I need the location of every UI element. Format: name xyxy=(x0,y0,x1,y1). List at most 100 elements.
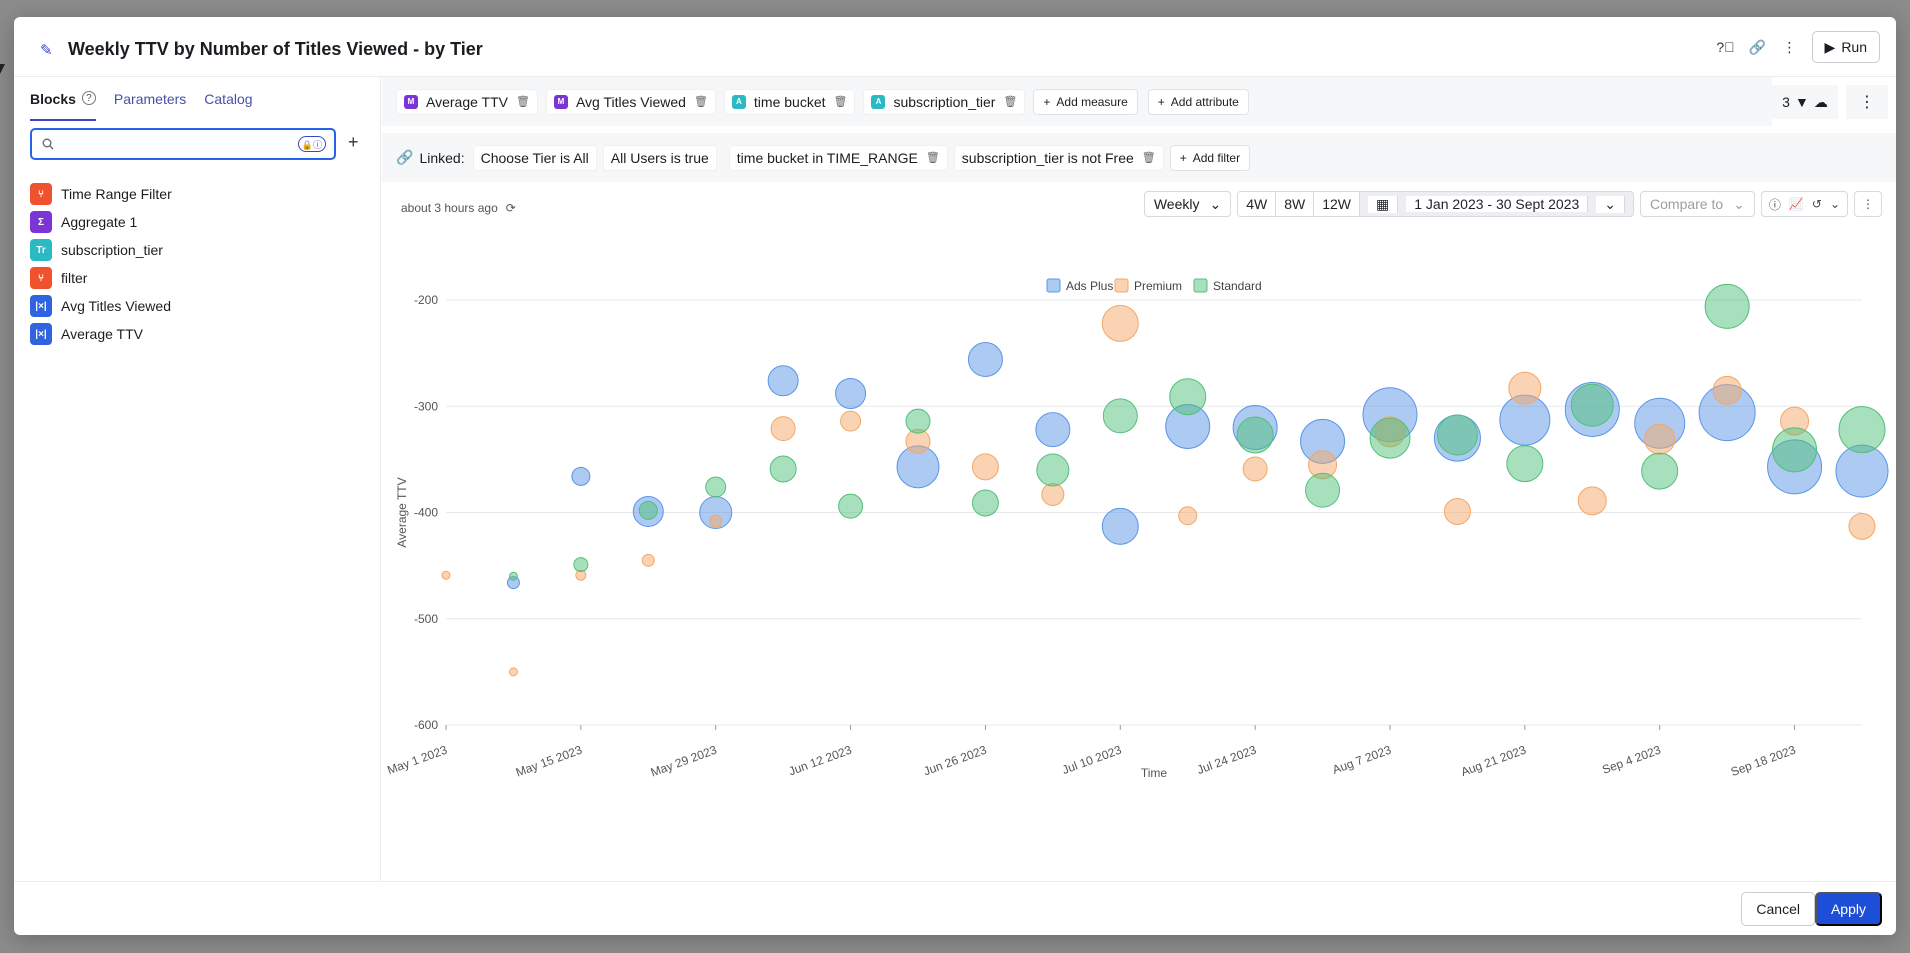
trash-icon[interactable]: 🗑 xyxy=(1003,96,1018,108)
metric-icon: |×| xyxy=(30,295,52,317)
last-updated: about 3 hours ago ⟳ xyxy=(401,201,516,215)
x-axis-label: Time xyxy=(1141,766,1168,780)
help-icon[interactable]: ?⃝ xyxy=(1716,39,1735,55)
linked-filters-label: 🔗 Linked: xyxy=(396,149,465,166)
bubble-point xyxy=(571,466,591,486)
filter-icon: ▼ xyxy=(1794,94,1809,110)
x-tick-label: Jun 26 2023 xyxy=(922,743,989,779)
left-panel: Blocks ? Parameters Catalog 🔒ⓘ + ⑂ Time R… xyxy=(14,77,381,881)
search-input[interactable] xyxy=(60,136,260,152)
more-vertical-icon[interactable]: ⋮ xyxy=(1782,38,1797,55)
y-tick-label: -300 xyxy=(414,399,438,413)
compare-select[interactable]: Compare to ⌄ xyxy=(1640,191,1755,217)
last-updated-text: about 3 hours ago xyxy=(401,201,498,215)
refresh-icon[interactable]: ⟳ xyxy=(505,201,516,215)
add-filter-button[interactable]: + Add filter xyxy=(1169,144,1251,171)
measure-pill-label: Average TTV xyxy=(426,93,508,110)
bubble-point xyxy=(441,570,451,580)
link-icon: 🔗 xyxy=(396,149,414,165)
plus-icon: + xyxy=(1043,94,1051,109)
block-item[interactable]: Σ Aggregate 1 xyxy=(30,208,172,236)
chart-type-icon[interactable]: 📈 xyxy=(1788,197,1804,211)
block-item[interactable]: |×| Avg Titles Viewed xyxy=(30,292,172,320)
measure-pill[interactable]: M Average TTV 🗑 xyxy=(396,88,538,115)
filter-pill-label: time bucket in TIME_RANGE xyxy=(736,149,918,166)
measure-pill[interactable]: M Avg Titles Viewed 🗑 xyxy=(545,88,716,115)
page-title: Weekly TTV by Number of Titles Viewed - … xyxy=(68,39,483,59)
cancel-button[interactable]: Cancel xyxy=(1741,892,1815,926)
more-vertical-icon[interactable]: ⋮ xyxy=(1846,85,1888,119)
chevron-down-icon[interactable]: ⌄ xyxy=(1829,197,1840,211)
x-tick-label: May 15 2023 xyxy=(514,743,584,780)
trash-icon[interactable]: 🗑 xyxy=(515,96,530,108)
range-12w[interactable]: 12W xyxy=(1314,192,1361,216)
help-icon[interactable]: ? xyxy=(81,91,96,105)
play-icon: ▶ xyxy=(1824,38,1836,55)
filter-pill[interactable]: subscription_tier is not Free 🗑 xyxy=(953,144,1164,171)
block-item[interactable]: |×| Average TTV xyxy=(30,320,172,348)
block-item[interactable]: ⑂ Time Range Filter xyxy=(30,180,172,208)
chart-toolbar: about 3 hours ago ⟳ Weekly ⌄ 4W 8W 12W ▦… xyxy=(382,191,1896,227)
bubble-point xyxy=(1641,452,1679,490)
lock-info-icon[interactable]: 🔒ⓘ xyxy=(298,136,326,152)
block-item-label: Average TTV xyxy=(61,326,143,342)
chevron-down-icon: ⌄ xyxy=(1209,195,1222,212)
more-vertical-icon[interactable]: ⋮ xyxy=(1854,191,1882,217)
filter-count-button[interactable]: 3 ▼ ☁ xyxy=(1772,85,1838,119)
add-filter-label: Add filter xyxy=(1192,150,1241,165)
filters-bar: 🔗 Linked: Choose Tier is All All Users is t… xyxy=(382,133,1896,182)
cloud-icon: ☁ xyxy=(1813,93,1828,110)
trash-icon[interactable]: 🗑 xyxy=(833,96,848,108)
add-block-icon[interactable]: + xyxy=(348,132,359,152)
x-tick-label: Aug 21 2023 xyxy=(1459,743,1528,780)
legend-label: Ads Plus xyxy=(1066,279,1113,293)
bubble-point xyxy=(1102,398,1138,434)
block-item[interactable]: ⑂ filter xyxy=(30,264,172,292)
block-item[interactable]: Tr subscription_tier xyxy=(30,236,172,264)
tab-blocks[interactable]: Blocks ? xyxy=(30,91,96,121)
add-measure-button[interactable]: + Add measure xyxy=(1033,88,1138,115)
tab-catalog[interactable]: Catalog xyxy=(204,91,253,107)
bubble-point xyxy=(1101,507,1139,545)
run-button[interactable]: ▶ Run xyxy=(1811,31,1880,63)
tab-blocks-label: Blocks xyxy=(30,91,76,107)
date-range-picker[interactable]: ▦ 1 Jan 2023 - 30 Sept 2023 ⌄ xyxy=(1360,192,1634,216)
chart-tools: ⓘ 📈 ↺ ⌄ xyxy=(1760,191,1848,217)
left-tabs: Blocks ? Parameters Catalog xyxy=(30,91,253,121)
range-8w[interactable]: 8W xyxy=(1276,192,1315,216)
bubble-point xyxy=(905,408,931,434)
date-range-value: 1 Jan 2023 - 30 Sept 2023 xyxy=(1406,196,1589,212)
bubble-point xyxy=(835,378,867,409)
bubble-point xyxy=(971,453,999,481)
apply-button[interactable]: Apply xyxy=(1814,892,1882,926)
help-icon[interactable]: ⓘ xyxy=(1768,197,1781,212)
modal-header: ✎ Weekly TTV by Number of Titles Viewed … xyxy=(14,17,1896,77)
link-icon[interactable]: 🔗 xyxy=(1748,38,1767,55)
linked-filter-pill[interactable]: Choose Tier is All xyxy=(472,144,597,171)
legend-swatch xyxy=(1114,278,1129,293)
measure-type-badge: M xyxy=(553,94,568,109)
block-search: 🔒ⓘ xyxy=(30,128,336,160)
bubble-point xyxy=(508,571,518,581)
trash-icon[interactable]: 🗑 xyxy=(693,96,708,108)
bubble-point xyxy=(1242,456,1268,482)
bubble-point xyxy=(1369,417,1411,459)
tab-parameters[interactable]: Parameters xyxy=(113,91,187,107)
trash-icon[interactable]: 🗑 xyxy=(925,152,940,164)
bubble-point xyxy=(1848,512,1876,540)
header-actions: ?⃝ 🔗 ⋮ ▶ Run xyxy=(1710,31,1896,63)
calendar-icon: ▦ xyxy=(1368,195,1399,213)
bubble-point xyxy=(1506,445,1544,483)
reset-icon[interactable]: ↺ xyxy=(1811,197,1822,211)
filter-pill[interactable]: time bucket in TIME_RANGE 🗑 xyxy=(728,144,948,171)
modal-footer: Cancel Apply xyxy=(14,881,1896,935)
trash-icon[interactable]: 🗑 xyxy=(1141,152,1156,164)
metric-icon: |×| xyxy=(30,323,52,345)
linked-filter-pill[interactable]: All Users is true xyxy=(602,144,717,171)
range-4w[interactable]: 4W xyxy=(1238,192,1277,216)
mouse-cursor-icon xyxy=(0,64,5,74)
granularity-select[interactable]: Weekly ⌄ xyxy=(1143,191,1232,217)
add-attribute-button[interactable]: + Add attribute xyxy=(1147,88,1249,115)
